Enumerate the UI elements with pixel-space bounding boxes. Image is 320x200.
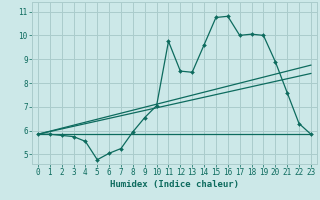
X-axis label: Humidex (Indice chaleur): Humidex (Indice chaleur): [110, 180, 239, 189]
